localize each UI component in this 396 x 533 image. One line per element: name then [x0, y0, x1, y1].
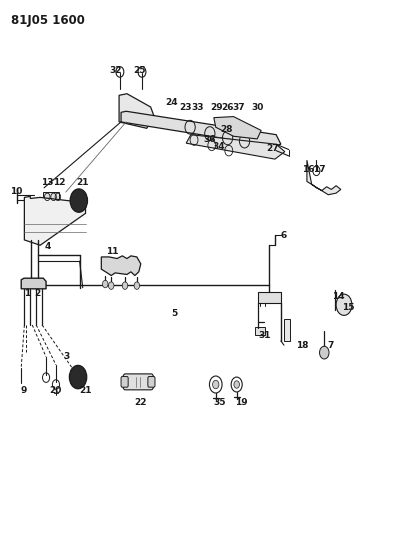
Circle shape	[122, 282, 128, 289]
FancyBboxPatch shape	[123, 374, 153, 390]
Polygon shape	[214, 117, 261, 139]
Circle shape	[69, 366, 87, 389]
Text: 30: 30	[251, 102, 263, 111]
Text: 16: 16	[302, 165, 315, 174]
Circle shape	[336, 294, 352, 316]
Text: 1: 1	[24, 288, 30, 297]
Text: 3: 3	[64, 352, 70, 361]
FancyBboxPatch shape	[284, 319, 290, 341]
Circle shape	[234, 381, 240, 388]
Text: 8: 8	[270, 297, 277, 306]
Text: 12: 12	[53, 178, 65, 187]
Text: 26: 26	[221, 102, 234, 111]
Text: 11: 11	[106, 247, 118, 256]
FancyBboxPatch shape	[43, 192, 59, 201]
Polygon shape	[119, 94, 154, 128]
Text: 81J05 1600: 81J05 1600	[11, 14, 84, 27]
Text: 29: 29	[211, 102, 223, 111]
Text: 23: 23	[179, 102, 192, 111]
Polygon shape	[25, 196, 86, 245]
Text: 21: 21	[76, 178, 89, 187]
Text: 34: 34	[212, 142, 225, 151]
Polygon shape	[307, 160, 341, 195]
Text: 32: 32	[109, 67, 122, 75]
Text: 35: 35	[213, 398, 226, 407]
FancyBboxPatch shape	[121, 376, 128, 387]
Circle shape	[103, 280, 108, 288]
Text: 13: 13	[41, 178, 53, 187]
Text: 15: 15	[343, 303, 355, 312]
Circle shape	[213, 380, 219, 389]
Circle shape	[70, 189, 88, 212]
Text: 10: 10	[10, 187, 23, 196]
Text: 25: 25	[133, 67, 146, 75]
Text: 31: 31	[258, 331, 270, 340]
Circle shape	[134, 282, 140, 289]
Polygon shape	[186, 135, 285, 159]
Text: 7: 7	[327, 341, 334, 350]
FancyBboxPatch shape	[255, 327, 265, 335]
Text: 37: 37	[233, 102, 246, 111]
Text: 18: 18	[296, 341, 308, 350]
Text: 17: 17	[313, 165, 326, 174]
Polygon shape	[21, 278, 46, 289]
Text: 5: 5	[171, 309, 177, 318]
Polygon shape	[101, 256, 141, 276]
Circle shape	[320, 346, 329, 359]
Text: 19: 19	[235, 398, 248, 407]
Text: 27: 27	[266, 144, 278, 153]
FancyBboxPatch shape	[258, 292, 281, 303]
Text: 33: 33	[192, 102, 204, 111]
FancyBboxPatch shape	[148, 376, 155, 387]
Text: 36: 36	[204, 135, 216, 144]
Text: 2: 2	[34, 288, 40, 297]
Circle shape	[109, 282, 114, 289]
Text: 28: 28	[220, 125, 233, 134]
Text: 24: 24	[165, 98, 177, 107]
Text: 9: 9	[21, 386, 27, 395]
Text: 22: 22	[134, 398, 147, 407]
Text: 20: 20	[49, 386, 61, 395]
Text: 4: 4	[44, 242, 50, 251]
Polygon shape	[121, 111, 281, 147]
Text: 14: 14	[332, 292, 345, 301]
Text: 6: 6	[281, 231, 287, 240]
Text: 21: 21	[79, 386, 91, 395]
